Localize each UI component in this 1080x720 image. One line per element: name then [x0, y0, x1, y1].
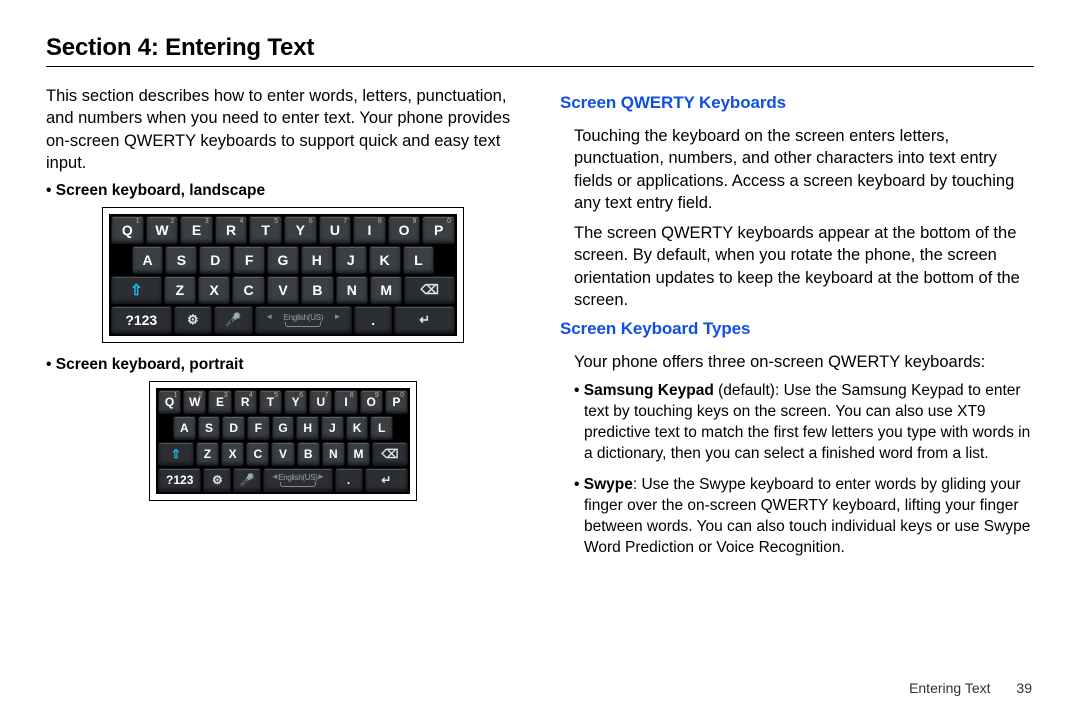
letter-key[interactable]: A — [132, 246, 164, 274]
letter-key[interactable]: R4 — [234, 390, 257, 414]
letter-key[interactable]: P0 — [422, 216, 455, 244]
page-footer: Entering Text 39 — [909, 680, 1032, 696]
letter-key[interactable]: U7 — [309, 390, 332, 414]
right-column: Screen QWERTY Keyboards Touching the key… — [560, 85, 1034, 569]
letter-key[interactable]: N — [322, 442, 345, 466]
letter-key[interactable]: G — [272, 416, 295, 440]
symbols-key[interactable]: ?123 — [111, 306, 172, 334]
list-item: Swype: Use the Swype keyboard to enter w… — [574, 475, 1034, 559]
letter-key[interactable]: X — [221, 442, 244, 466]
section-title: Section 4: Entering Text — [46, 34, 1034, 67]
shift-key[interactable]: ⇧ — [158, 442, 194, 466]
list-item: Samsung Keypad (default): Use the Samsun… — [574, 381, 1034, 465]
enter-key[interactable]: ↵ — [365, 468, 408, 492]
letter-key[interactable]: Y6 — [284, 216, 317, 244]
keyboard-types-list: Samsung Keypad (default): Use the Samsun… — [560, 381, 1034, 558]
letter-key[interactable]: X — [198, 276, 230, 304]
letter-key[interactable]: Q1 — [158, 390, 181, 414]
qwerty-heading: Screen QWERTY Keyboards — [560, 93, 1034, 113]
letter-key[interactable]: M — [347, 442, 370, 466]
letter-key[interactable]: O9 — [388, 216, 421, 244]
letter-key[interactable]: I8 — [353, 216, 386, 244]
settings-key[interactable]: ⚙ — [174, 306, 213, 334]
qwerty-paragraph-2: The screen QWERTY keyboards appear at th… — [560, 222, 1034, 311]
letter-key[interactable]: G — [267, 246, 299, 274]
letter-key[interactable]: J — [335, 246, 367, 274]
letter-key[interactable]: Z — [196, 442, 219, 466]
letter-key[interactable]: S — [165, 246, 197, 274]
keyboard-types-intro: Your phone offers three on-screen QWERTY… — [560, 351, 1034, 373]
intro-paragraph: This section describes how to enter word… — [46, 85, 520, 174]
letter-key[interactable]: H — [301, 246, 333, 274]
letter-key[interactable]: M — [370, 276, 402, 304]
letter-key[interactable]: C — [232, 276, 264, 304]
letter-key[interactable]: A — [173, 416, 196, 440]
letter-key[interactable]: T5 — [259, 390, 282, 414]
landscape-keyboard: Q1W2E3R4T5Y6U7I8O9P0 ASDFGHJKL ⇧ZXCVBNM⌫ ?1… — [103, 208, 463, 342]
letter-key[interactable]: U7 — [319, 216, 352, 244]
letter-key[interactable]: K — [369, 246, 401, 274]
letter-key[interactable]: F — [233, 246, 265, 274]
footer-chapter: Entering Text — [909, 680, 990, 696]
letter-key[interactable]: J — [321, 416, 344, 440]
portrait-keyboard-label: Screen keyboard, portrait — [46, 356, 520, 374]
keyboard-types-heading: Screen Keyboard Types — [560, 319, 1034, 339]
enter-key[interactable]: ↵ — [394, 306, 455, 334]
left-column: This section describes how to enter word… — [46, 85, 520, 569]
portrait-keyboard: Q1W2E3R4T5Y6U7I8O9P0 ASDFGHJKL ⇧ZXCVBNM⌫ ?1… — [150, 382, 416, 500]
letter-key[interactable]: T5 — [249, 216, 282, 244]
letter-key[interactable]: S — [198, 416, 221, 440]
letter-key[interactable]: P0 — [385, 390, 408, 414]
letter-key[interactable]: K — [346, 416, 369, 440]
letter-key[interactable]: E3 — [208, 390, 231, 414]
voice-key[interactable]: 🎤 — [214, 306, 253, 334]
keyboard-type-desc: : Use the Swype keyboard to enter words … — [584, 476, 1030, 556]
letter-key[interactable]: W2 — [183, 390, 206, 414]
landscape-keyboard-label: Screen keyboard, landscape — [46, 182, 520, 200]
voice-key[interactable]: 🎤 — [233, 468, 261, 492]
letter-key[interactable]: C — [246, 442, 269, 466]
letter-key[interactable]: F — [247, 416, 270, 440]
period-key[interactable]: . — [335, 468, 363, 492]
letter-key[interactable]: L — [370, 416, 393, 440]
period-key[interactable]: . — [354, 306, 393, 334]
settings-key[interactable]: ⚙ — [203, 468, 231, 492]
letter-key[interactable]: N — [336, 276, 368, 304]
qwerty-paragraph-1: Touching the keyboard on the screen ente… — [560, 125, 1034, 214]
symbols-key[interactable]: ?123 — [158, 468, 201, 492]
letter-key[interactable]: Y6 — [284, 390, 307, 414]
letter-key[interactable]: B — [301, 276, 333, 304]
keyboard-type-name: Samsung Keypad — [584, 382, 714, 399]
space-key[interactable]: English(US)◄► — [263, 468, 332, 492]
letter-key[interactable]: V — [267, 276, 299, 304]
letter-key[interactable]: R4 — [215, 216, 248, 244]
backspace-key[interactable]: ⌫ — [372, 442, 408, 466]
letter-key[interactable]: Z — [164, 276, 196, 304]
letter-key[interactable]: E3 — [180, 216, 213, 244]
letter-key[interactable]: I8 — [334, 390, 357, 414]
letter-key[interactable]: V — [271, 442, 294, 466]
letter-key[interactable]: L — [403, 246, 435, 274]
letter-key[interactable]: B — [297, 442, 320, 466]
letter-key[interactable]: W2 — [146, 216, 179, 244]
space-key[interactable]: English(US)◄► — [255, 306, 352, 334]
letter-key[interactable]: O9 — [360, 390, 383, 414]
keyboard-type-name: Swype — [584, 476, 633, 493]
footer-page-number: 39 — [1016, 680, 1032, 696]
letter-key[interactable]: H — [296, 416, 319, 440]
letter-key[interactable]: D — [222, 416, 245, 440]
shift-key[interactable]: ⇧ — [111, 276, 162, 304]
backspace-key[interactable]: ⌫ — [404, 276, 455, 304]
letter-key[interactable]: D — [199, 246, 231, 274]
letter-key[interactable]: Q1 — [111, 216, 144, 244]
